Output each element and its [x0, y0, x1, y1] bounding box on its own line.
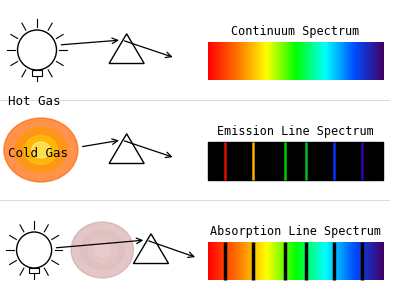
Text: Hot Gas: Hot Gas — [8, 95, 60, 108]
Circle shape — [16, 232, 52, 268]
Ellipse shape — [24, 136, 58, 164]
Polygon shape — [109, 34, 144, 64]
Ellipse shape — [94, 243, 110, 257]
Ellipse shape — [71, 222, 134, 278]
Bar — [208, 142, 383, 180]
Ellipse shape — [4, 118, 78, 182]
Polygon shape — [109, 134, 144, 164]
Text: Emission Line Spectrum: Emission Line Spectrum — [217, 125, 374, 138]
Bar — [32, 70, 42, 76]
Bar — [29, 268, 39, 273]
Text: Cold Gas: Cold Gas — [8, 147, 68, 160]
Ellipse shape — [80, 230, 124, 270]
Polygon shape — [134, 234, 168, 263]
Text: Continuum Spectrum: Continuum Spectrum — [231, 25, 359, 38]
Ellipse shape — [32, 142, 50, 158]
Circle shape — [18, 30, 56, 70]
Ellipse shape — [88, 237, 116, 262]
Text: Absorption Line Spectrum: Absorption Line Spectrum — [210, 225, 381, 238]
Ellipse shape — [15, 128, 67, 172]
